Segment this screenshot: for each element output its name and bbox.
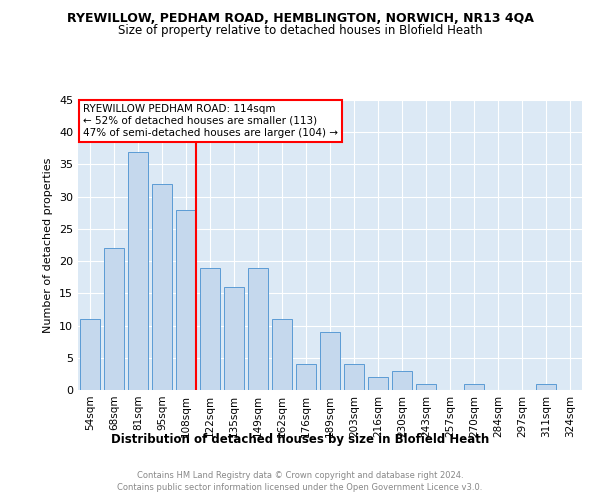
Bar xyxy=(272,319,292,390)
Bar xyxy=(392,370,412,390)
Text: RYEWILLOW PEDHAM ROAD: 114sqm
← 52% of detached houses are smaller (113)
47% of : RYEWILLOW PEDHAM ROAD: 114sqm ← 52% of d… xyxy=(83,104,338,138)
Bar xyxy=(368,377,388,390)
Bar xyxy=(104,248,124,390)
Bar xyxy=(416,384,436,390)
Bar xyxy=(224,287,244,390)
Text: Contains public sector information licensed under the Open Government Licence v3: Contains public sector information licen… xyxy=(118,484,482,492)
Bar xyxy=(152,184,172,390)
Y-axis label: Number of detached properties: Number of detached properties xyxy=(43,158,53,332)
Bar xyxy=(464,384,484,390)
Bar xyxy=(344,364,364,390)
Bar xyxy=(536,384,556,390)
Bar xyxy=(176,210,196,390)
Text: Contains HM Land Registry data © Crown copyright and database right 2024.: Contains HM Land Registry data © Crown c… xyxy=(137,472,463,480)
Bar xyxy=(128,152,148,390)
Text: Size of property relative to detached houses in Blofield Heath: Size of property relative to detached ho… xyxy=(118,24,482,37)
Bar xyxy=(296,364,316,390)
Bar xyxy=(248,268,268,390)
Bar xyxy=(80,319,100,390)
Bar xyxy=(320,332,340,390)
Bar xyxy=(200,268,220,390)
Text: Distribution of detached houses by size in Blofield Heath: Distribution of detached houses by size … xyxy=(111,432,489,446)
Text: RYEWILLOW, PEDHAM ROAD, HEMBLINGTON, NORWICH, NR13 4QA: RYEWILLOW, PEDHAM ROAD, HEMBLINGTON, NOR… xyxy=(67,12,533,26)
